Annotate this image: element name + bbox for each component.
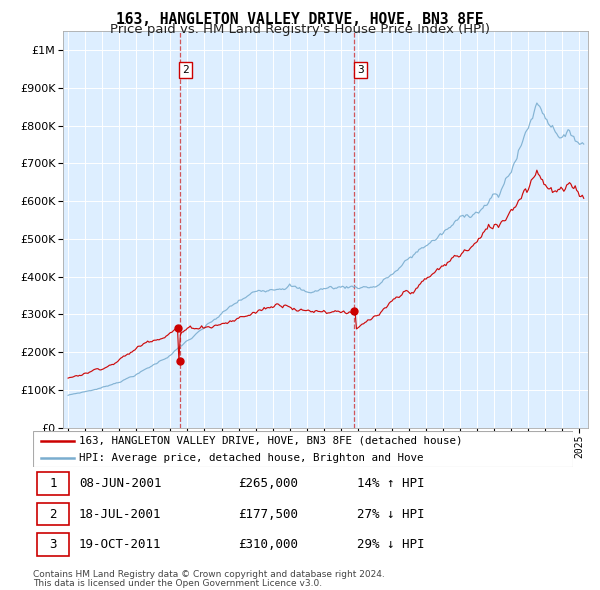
Text: £177,500: £177,500 xyxy=(238,507,298,520)
Text: 18-JUL-2001: 18-JUL-2001 xyxy=(79,507,161,520)
Text: £310,000: £310,000 xyxy=(238,538,298,551)
FancyBboxPatch shape xyxy=(37,503,68,526)
FancyBboxPatch shape xyxy=(37,533,68,556)
Text: £265,000: £265,000 xyxy=(238,477,298,490)
FancyBboxPatch shape xyxy=(33,431,573,467)
Text: 2: 2 xyxy=(49,507,57,520)
Text: 3: 3 xyxy=(49,538,57,551)
Text: 19-OCT-2011: 19-OCT-2011 xyxy=(79,538,161,551)
Text: 08-JUN-2001: 08-JUN-2001 xyxy=(79,477,161,490)
Text: Price paid vs. HM Land Registry's House Price Index (HPI): Price paid vs. HM Land Registry's House … xyxy=(110,23,490,36)
Text: This data is licensed under the Open Government Licence v3.0.: This data is licensed under the Open Gov… xyxy=(33,579,322,588)
Text: HPI: Average price, detached house, Brighton and Hove: HPI: Average price, detached house, Brig… xyxy=(79,453,424,463)
Text: Contains HM Land Registry data © Crown copyright and database right 2024.: Contains HM Land Registry data © Crown c… xyxy=(33,570,385,579)
FancyBboxPatch shape xyxy=(37,472,68,495)
Text: 27% ↓ HPI: 27% ↓ HPI xyxy=(357,507,425,520)
Text: 3: 3 xyxy=(357,65,364,76)
Text: 29% ↓ HPI: 29% ↓ HPI xyxy=(357,538,425,551)
Text: 163, HANGLETON VALLEY DRIVE, HOVE, BN3 8FE: 163, HANGLETON VALLEY DRIVE, HOVE, BN3 8… xyxy=(116,12,484,27)
Text: 1: 1 xyxy=(49,477,57,490)
Text: 14% ↑ HPI: 14% ↑ HPI xyxy=(357,477,425,490)
Text: 163, HANGLETON VALLEY DRIVE, HOVE, BN3 8FE (detached house): 163, HANGLETON VALLEY DRIVE, HOVE, BN3 8… xyxy=(79,436,463,446)
Text: 2: 2 xyxy=(182,65,189,76)
